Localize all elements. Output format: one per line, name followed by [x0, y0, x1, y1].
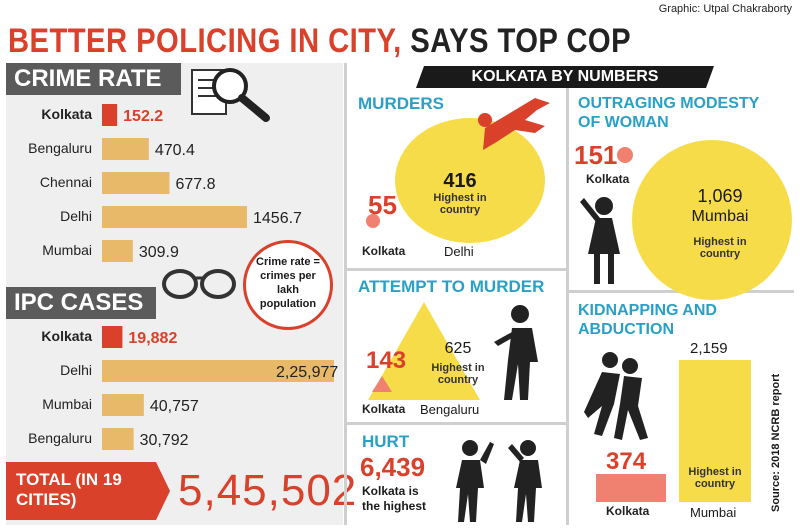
crime-rate-note-circle: [243, 240, 333, 330]
source-note: Source: 2018 NCRB report: [770, 373, 782, 512]
hurt-note: Kolkata is the highest: [362, 484, 427, 513]
kidnapping-kolkata-label: Kolkata: [606, 504, 650, 518]
ipc-bar-0: [102, 326, 123, 348]
divider-vertical-2: [566, 85, 569, 525]
ipc-label-3: Bengaluru: [28, 430, 92, 446]
divider-h-1: [347, 268, 566, 271]
modesty-top-value: 1,069: [697, 186, 743, 206]
kidnapping-kolkata-value: 374: [606, 448, 647, 475]
graphic-credit: Graphic: Utpal Chakraborty: [658, 3, 792, 15]
total-value: 5,45,502: [178, 466, 358, 515]
headline-part1: BETTER POLICING IN CITY,: [8, 22, 402, 60]
crime-value-2: 677.8: [175, 176, 215, 193]
crime-value-4: 309.9: [139, 244, 179, 261]
modesty-note: Highest in country: [693, 236, 747, 260]
ipc-bar-3: [102, 428, 134, 450]
kidnapping-kolkata-bar: [596, 474, 666, 502]
woman-icon: [580, 197, 620, 284]
kidnapping-note: Highest in country: [688, 466, 742, 490]
crime-rate-title: CRIME RATE: [6, 63, 181, 95]
crime-bar-3: [102, 206, 247, 228]
crime-bar-0: [102, 104, 118, 126]
hurt-title: HURT: [362, 432, 410, 451]
crime-value-1: 470.4: [155, 142, 195, 159]
crime-label-1: Bengaluru: [28, 140, 92, 156]
total-arrow: [156, 462, 170, 520]
modesty-small-circle: [617, 147, 633, 163]
murders-top-value: 416: [443, 170, 477, 192]
crime-label-4: Mumbai: [42, 242, 92, 258]
murders-kolkata-value: 55: [368, 190, 397, 220]
crime-label-3: Delhi: [60, 208, 92, 224]
ipc-bar-2: [102, 394, 144, 416]
ipc-value-2: 40,757: [150, 398, 199, 415]
crime-label-0: Kolkata: [41, 106, 92, 122]
murders-small-circle: [366, 214, 380, 228]
abduction-icon: [584, 352, 648, 440]
magnifier-icon: [191, 68, 270, 122]
attempt-triangles: [368, 302, 480, 400]
murders-big-circle: [395, 118, 545, 243]
kidnapping-top-value: 2,159: [690, 340, 728, 357]
crime-value-3: 1456.7: [253, 210, 302, 227]
crime-rate-note: Crime rate = crimes per lakh population: [256, 256, 320, 310]
attempt-kolkata-label: Kolkata: [362, 402, 406, 416]
ipc-label-0: Kolkata: [41, 328, 92, 344]
crime-bar-2: [102, 172, 170, 194]
ipc-value-3: 30,792: [140, 432, 189, 449]
modesty-kolkata-value: 151: [574, 140, 618, 170]
hurt-value: 6,439: [360, 452, 426, 482]
divider-h-2: [347, 422, 566, 425]
numbers-title: KOLKATA BY NUMBERS: [471, 68, 659, 85]
kidnapping-top-label: Mumbai: [690, 505, 737, 520]
headline-part2: SAYS TOP COP: [401, 22, 632, 60]
modesty-top-city: Mumbai: [691, 208, 749, 225]
victim-icon: [478, 98, 550, 150]
ipc-label-2: Mumbai: [42, 396, 92, 412]
crime-rate-chart: Kolkata 152.2 Bengaluru 470.4 Chennai 677.8 De…: [28, 104, 302, 262]
kidnapping-top-bar: [679, 360, 751, 502]
ipc-cases-chart: Kolkata 19,882 Delhi 2,25,977 Mumbai 40,757 Be…: [28, 326, 338, 450]
crime-bar-4: [102, 240, 133, 262]
crime-bar-1: [102, 138, 149, 160]
divider-vertical-1: [344, 63, 347, 525]
ipc-value-1: 2,25,977: [276, 364, 338, 381]
crime-label-2: Chennai: [40, 174, 92, 190]
attempt-title: ATTEMPT TO MURDER: [358, 277, 545, 296]
ipc-cases-title: IPC CASES: [6, 287, 156, 319]
kidnapping-title: KIDNAPPING AND ABDUCTION: [578, 302, 717, 338]
attempt-kolkata-value: 143: [366, 347, 407, 374]
ipc-value-0: 19,882: [128, 330, 177, 347]
attacker-icon: [494, 305, 538, 400]
handcuffs-icon: [162, 269, 236, 299]
murders-top-label: Delhi: [444, 244, 474, 259]
ipc-bar-1: [102, 360, 334, 382]
murders-title: MURDERS: [358, 94, 444, 113]
modesty-big-circle: [632, 140, 792, 300]
total-label: TOTAL (IN 19 CITIES): [6, 462, 156, 520]
attempt-top-value: 625: [444, 340, 472, 357]
attempt-note: Highest in country: [431, 362, 485, 386]
attempt-top-label: Bengaluru: [420, 402, 480, 417]
headline: BETTER POLICING IN CITY, SAYS TOP COP: [8, 22, 631, 61]
fight-icon: [456, 440, 542, 522]
crime-value-0: 152.2: [123, 108, 163, 125]
ipc-label-1: Delhi: [60, 362, 92, 378]
murders-kolkata-label: Kolkata: [362, 244, 406, 258]
murders-note: Highest in country: [433, 192, 487, 216]
modesty-title: OUTRAGING MODESTY OF WOMAN: [578, 95, 760, 131]
modesty-kolkata-label: Kolkata: [586, 172, 630, 186]
